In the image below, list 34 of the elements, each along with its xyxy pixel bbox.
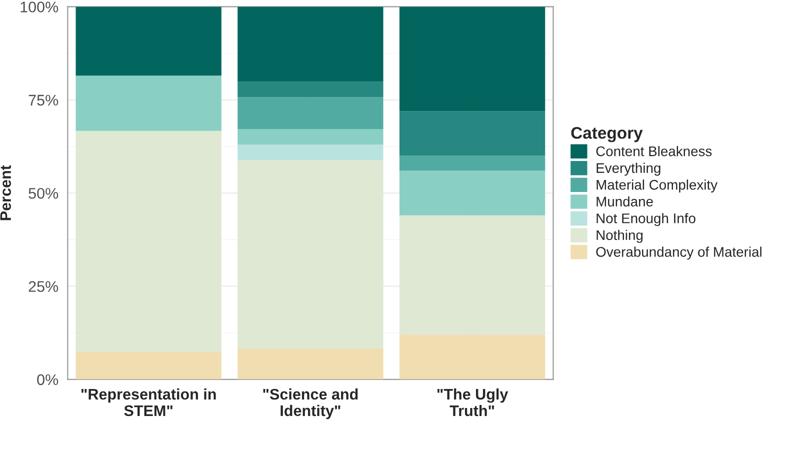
bar <box>399 215 546 335</box>
bar <box>238 348 384 380</box>
bar <box>238 97 384 129</box>
bar <box>399 111 546 156</box>
legend-label: Mundane <box>596 196 653 207</box>
legend-label: Material Complexity <box>596 180 718 192</box>
legend-label: Not Enough Info <box>596 213 696 226</box>
bar <box>76 76 222 131</box>
bar <box>238 160 384 348</box>
legend-title: Category <box>571 127 643 142</box>
legend-label: Everything <box>596 162 660 176</box>
legend-label: Content Bleakness <box>596 146 712 156</box>
y-tick-label: 100% <box>20 2 58 12</box>
bar <box>399 170 546 216</box>
bar <box>238 6 384 82</box>
bar <box>399 156 546 171</box>
x-tick-label: "Science and Identity" <box>263 388 358 420</box>
bar <box>238 144 384 160</box>
legend-label: Overabundancy of Material <box>596 246 762 260</box>
bar <box>76 6 222 76</box>
bar <box>238 128 384 145</box>
y-axis-title: Percent <box>0 165 11 220</box>
y-tick-label: 50% <box>28 188 58 199</box>
bar <box>238 82 384 98</box>
y-tick-label: 0% <box>37 374 58 386</box>
bar <box>399 334 546 380</box>
y-tick-label: 25% <box>28 281 58 292</box>
y-tick-label: 75% <box>28 94 58 106</box>
bar <box>399 6 546 112</box>
x-tick-label: "Representation in STEM" <box>81 388 216 416</box>
legend-label: Nothing <box>596 230 643 243</box>
x-tick-label: "The Ugly Truth" <box>437 388 508 416</box>
bar <box>76 130 222 352</box>
bar <box>76 352 222 380</box>
